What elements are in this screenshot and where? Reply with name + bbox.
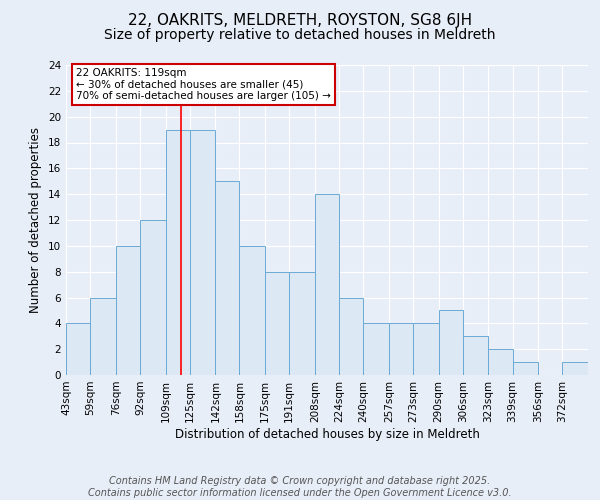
Bar [215,181,239,375]
Bar [289,272,315,375]
Y-axis label: Number of detached properties: Number of detached properties [29,127,43,313]
Bar [166,130,190,375]
Text: Size of property relative to detached houses in Meldreth: Size of property relative to detached ho… [104,28,496,42]
Bar [512,362,538,375]
Bar [488,349,512,375]
Bar [413,324,439,375]
Text: Contains HM Land Registry data © Crown copyright and database right 2025.
Contai: Contains HM Land Registry data © Crown c… [88,476,512,498]
Bar [239,246,265,375]
Bar [463,336,488,375]
Bar [116,246,140,375]
Bar [190,130,215,375]
Bar [363,324,389,375]
Text: 22 OAKRITS: 119sqm
← 30% of detached houses are smaller (45)
70% of semi-detache: 22 OAKRITS: 119sqm ← 30% of detached hou… [76,68,331,102]
Bar [389,324,413,375]
X-axis label: Distribution of detached houses by size in Meldreth: Distribution of detached houses by size … [175,428,479,440]
Bar [140,220,166,375]
Bar [265,272,289,375]
Bar [339,298,363,375]
Bar [315,194,339,375]
Bar [66,324,90,375]
Bar [562,362,588,375]
Bar [439,310,463,375]
Bar [90,298,116,375]
Text: 22, OAKRITS, MELDRETH, ROYSTON, SG8 6JH: 22, OAKRITS, MELDRETH, ROYSTON, SG8 6JH [128,12,472,28]
